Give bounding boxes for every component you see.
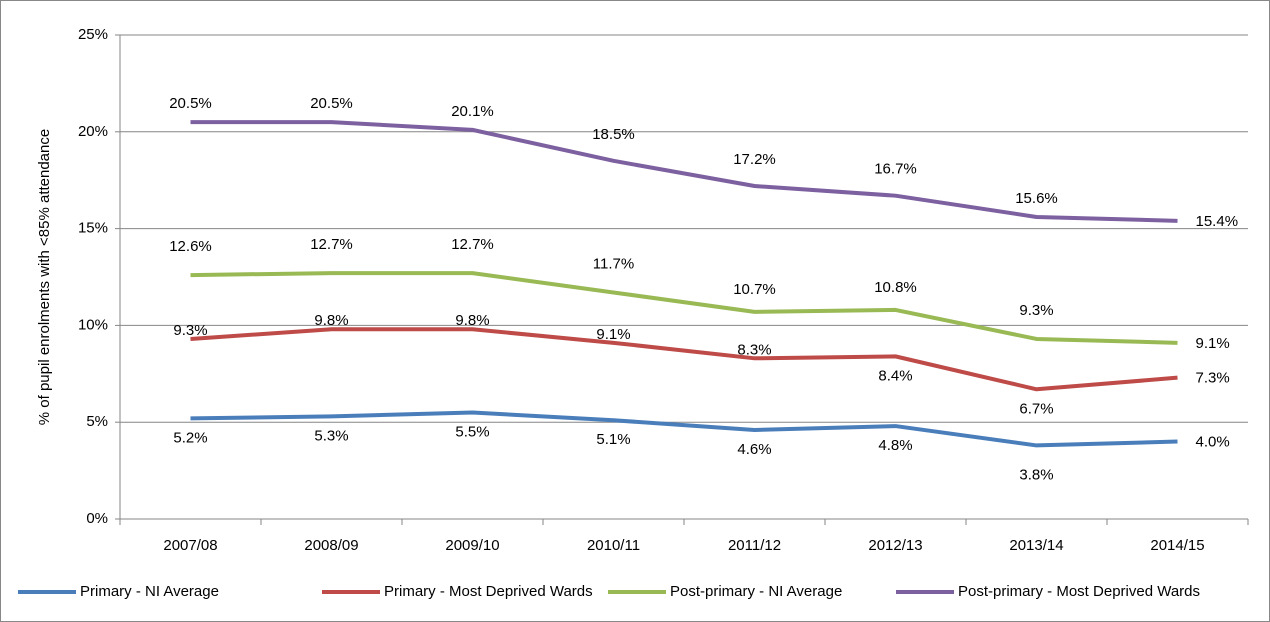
data-label: 20.1% <box>451 103 494 120</box>
data-label: 9.3% <box>1019 302 1053 319</box>
data-label: 5.5% <box>455 423 489 440</box>
y-tick-label: 15% <box>78 220 108 237</box>
legend-label: Primary - NI Average <box>80 583 219 600</box>
data-label: 5.1% <box>596 431 630 448</box>
data-label: 9.8% <box>314 312 348 329</box>
data-label: 15.6% <box>1015 190 1058 207</box>
series-line <box>190 271 1178 345</box>
data-label: 10.8% <box>874 279 917 296</box>
x-tick-label: 2014/15 <box>1150 537 1204 554</box>
data-label: 10.7% <box>733 281 776 298</box>
data-label: 5.3% <box>314 427 348 444</box>
data-label: 6.7% <box>1019 400 1053 417</box>
y-tick-label: 0% <box>86 510 108 527</box>
data-label: 12.7% <box>451 236 494 253</box>
data-label: 8.4% <box>878 367 912 384</box>
data-label: 20.5% <box>169 95 212 112</box>
data-label: 3.8% <box>1019 466 1053 483</box>
legend-label: Primary - Most Deprived Wards <box>384 583 593 600</box>
data-label: 4.8% <box>878 437 912 454</box>
data-label: 11.7% <box>593 255 634 272</box>
legend-label: Post-primary - Most Deprived Wards <box>958 583 1200 600</box>
data-label: 8.3% <box>737 341 771 358</box>
series-line <box>190 120 1178 223</box>
data-label: 12.6% <box>169 238 212 255</box>
y-axis-label: % of pupil enrolments with <85% attendan… <box>36 129 53 425</box>
data-label: 4.0% <box>1196 434 1230 451</box>
data-label: 9.3% <box>173 322 207 339</box>
y-tick-label: 10% <box>78 316 108 333</box>
data-label: 18.5% <box>592 126 635 143</box>
data-label: 12.7% <box>310 236 353 253</box>
data-label: 20.5% <box>310 95 353 112</box>
x-tick-label: 2013/14 <box>1009 537 1063 554</box>
series-line <box>190 410 1178 448</box>
data-label: 17.2% <box>733 151 776 168</box>
data-label: 9.8% <box>455 312 489 329</box>
x-tick-label: 2009/10 <box>445 537 499 554</box>
data-label: 9.1% <box>596 326 630 343</box>
data-label: 4.6% <box>737 441 771 458</box>
series-line <box>190 327 1178 392</box>
x-tick-label: 2011/12 <box>728 537 781 554</box>
data-label: 16.7% <box>874 161 917 178</box>
data-label: 7.3% <box>1196 370 1230 387</box>
y-tick-label: 5% <box>86 413 108 430</box>
x-tick-label: 2008/09 <box>304 537 358 554</box>
data-label: 5.2% <box>173 429 207 446</box>
data-label: 15.4% <box>1196 213 1239 230</box>
x-tick-label: 2007/08 <box>163 537 217 554</box>
legend-label: Post-primary - NI Average <box>670 583 842 600</box>
y-tick-label: 20% <box>78 123 108 140</box>
data-label: 9.1% <box>1196 335 1230 352</box>
x-tick-label: 2010/11 <box>587 537 640 554</box>
y-tick-label: 25% <box>78 26 108 43</box>
x-tick-label: 2012/13 <box>868 537 922 554</box>
